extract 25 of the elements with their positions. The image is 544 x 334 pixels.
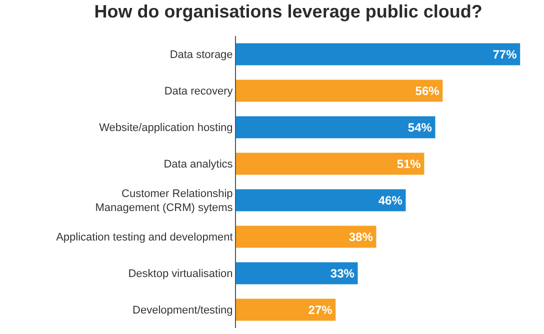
- bar: [236, 226, 376, 248]
- bar: [236, 298, 336, 321]
- y-tick-label: Data storage: [170, 49, 233, 62]
- data-label: 27%: [308, 302, 333, 317]
- bar: [236, 262, 358, 284]
- data-label: 38%: [348, 230, 374, 244]
- y-tick-label: Development/testing: [132, 304, 233, 317]
- chart-title: How do organisations leverage public cloud?: [94, 2, 482, 22]
- data-label: 54%: [408, 120, 432, 134]
- y-tick-label: Desktop virtualisation: [128, 268, 233, 280]
- y-tick-label: Website/application hosting: [99, 122, 233, 134]
- data-label: 51%: [396, 156, 422, 171]
- bar: [236, 43, 520, 66]
- data-label: 77%: [492, 47, 518, 62]
- y-tick-label: Customer Relationship Management (CRM) sytems: [95, 188, 234, 214]
- y-tick-label: Application testing and development: [56, 232, 233, 244]
- data-label: 56%: [415, 84, 440, 98]
- bar: [236, 116, 436, 138]
- data-label: 46%: [378, 193, 403, 208]
- bar: [236, 80, 443, 102]
- y-tick-label: Data analytics: [164, 158, 234, 171]
- bar: [236, 152, 424, 175]
- bar: [236, 189, 406, 212]
- data-label: 33%: [330, 266, 355, 280]
- y-tick-label: Data recovery: [164, 86, 234, 98]
